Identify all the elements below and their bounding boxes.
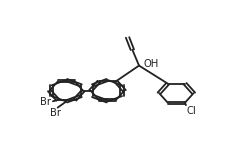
Text: Br: Br bbox=[50, 108, 61, 118]
Text: OH: OH bbox=[144, 59, 159, 69]
Text: Cl: Cl bbox=[187, 106, 197, 116]
Text: Br: Br bbox=[40, 97, 51, 107]
